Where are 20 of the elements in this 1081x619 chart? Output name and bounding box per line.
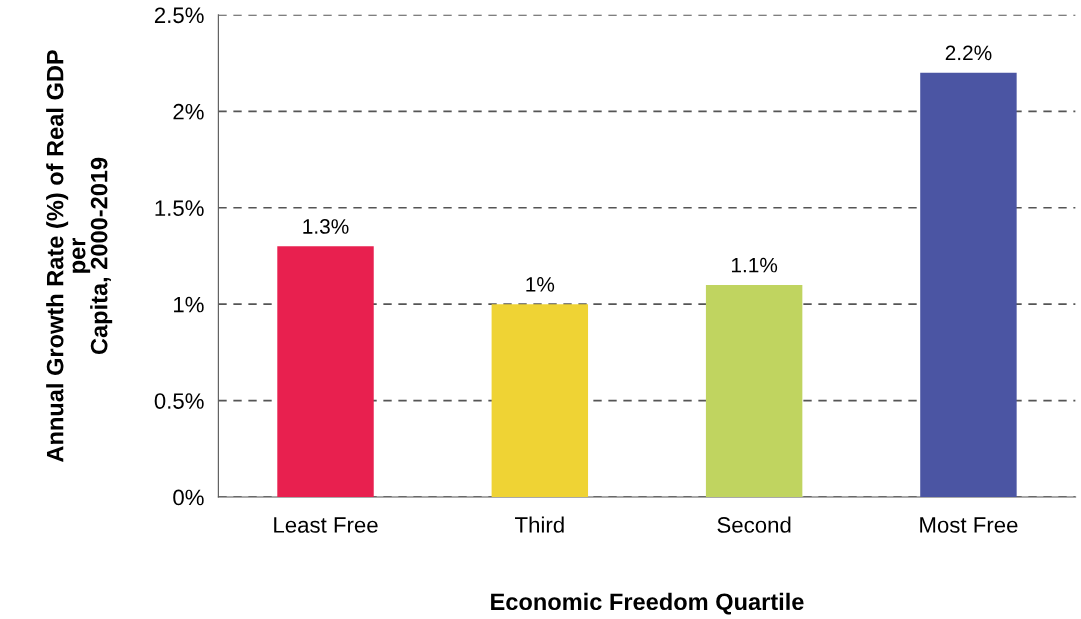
x-tick-label: Third [515, 516, 564, 533]
y-axis-title: Annual Growth Rate (%) of Real GDP per Capita, 2000-2019 [46, 50, 113, 462]
y-tick-label: 1% [174, 296, 204, 313]
data-label: 2.2% [945, 45, 992, 61]
y-tick-label: 2.5% [154, 7, 204, 24]
x-tick-label: Second [717, 516, 791, 533]
bar [920, 72, 1017, 498]
bar [705, 284, 803, 498]
y-tick-label: 2% [173, 103, 204, 120]
y-tick-label: 1.5% [155, 200, 204, 217]
x-tick-label: Most Free [920, 517, 1018, 533]
y-tick-label: 0.5% [154, 393, 204, 409]
data-label: 1.3% [303, 219, 349, 234]
bar [277, 246, 374, 498]
y-tick-label: 0% [173, 489, 204, 506]
x-tick-label: Least Free [274, 517, 378, 533]
bar [491, 304, 589, 498]
x-axis-title: Economic Freedom Quartile [491, 592, 804, 615]
data-label: 1.1% [731, 257, 778, 273]
data-label: 1% [526, 277, 555, 292]
